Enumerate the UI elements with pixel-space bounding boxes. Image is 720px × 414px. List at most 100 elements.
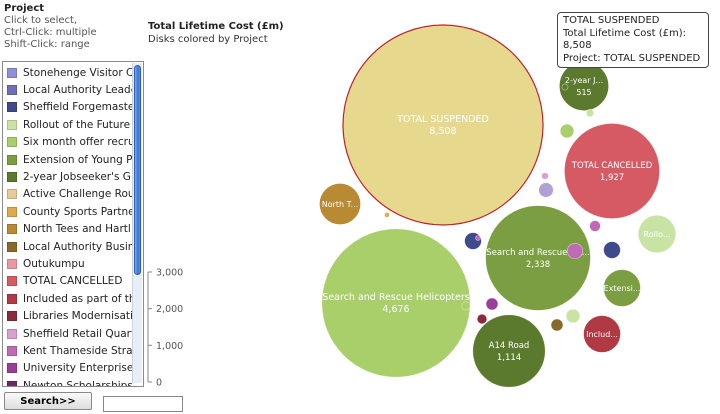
project-color-swatch — [7, 137, 17, 148]
project-list-item[interactable]: Included as part of th — [3, 290, 133, 307]
bubble[interactable] — [321, 228, 471, 378]
project-color-swatch — [7, 154, 17, 165]
project-color-swatch — [7, 380, 17, 386]
bubble[interactable] — [319, 183, 361, 225]
bubble[interactable] — [561, 83, 569, 91]
project-list-item-label: Sheffield Forgemaste — [23, 101, 133, 114]
bubble[interactable] — [464, 232, 482, 250]
tooltip-project: Project: TOTAL SUSPENDED — [563, 52, 701, 64]
project-color-swatch — [7, 241, 17, 252]
project-list-item-label: Six month offer recru — [23, 136, 133, 149]
bubble[interactable] — [603, 269, 641, 307]
project-list-item[interactable]: Sheffield Retail Quart — [3, 325, 133, 342]
bubble-value-label: 2,338 — [526, 260, 550, 270]
project-list-item[interactable]: Kent Thameside Strat — [3, 342, 133, 359]
bubble[interactable] — [603, 241, 621, 259]
project-list-item[interactable]: TOTAL CANCELLED — [3, 273, 133, 290]
project-color-swatch — [7, 258, 17, 269]
bubble-value-label: 1,927 — [600, 173, 624, 183]
tooltip-project-name: TOTAL SUSPENDED — [563, 15, 660, 26]
project-list-item[interactable]: 2-year Jobseeker's G — [3, 168, 133, 185]
search-input[interactable] — [103, 396, 183, 412]
project-list-item[interactable]: University Enterprise — [3, 360, 133, 377]
tooltip-cost: Total Lifetime Cost (£m): 8,508 — [563, 27, 687, 52]
bubble-value-label: 8,508 — [429, 126, 456, 137]
bubble[interactable] — [541, 172, 549, 180]
bubble[interactable] — [461, 301, 471, 311]
bubble[interactable] — [476, 313, 488, 325]
size-legend-title: Total Lifetime Cost (£m) — [148, 21, 284, 32]
project-list-item-label: 2-year Jobseeker's G — [23, 170, 131, 183]
project-list-item-label: County Sports Partne — [23, 205, 133, 218]
project-filter-header: Project Click to select, Ctrl-Click: mul… — [4, 3, 97, 51]
size-scale-tick-label: 0 — [156, 378, 162, 389]
project-list-item-label: Local Authority Leade — [23, 83, 133, 96]
bubble-label: Search and Rescue Helicopters — [322, 292, 469, 303]
project-list-item[interactable]: North Tees and Hartl — [3, 221, 133, 238]
bubble-label: North T... — [322, 200, 358, 209]
bubble[interactable] — [564, 123, 660, 219]
bubble[interactable] — [559, 123, 575, 139]
listbox-scrollbar[interactable] — [132, 63, 142, 383]
bubble[interactable] — [342, 24, 544, 226]
color-legend-subtitle: Disks colored by Project — [148, 34, 268, 45]
search-button[interactable]: Search>> — [4, 392, 92, 410]
size-scale-tick-label: 2,000 — [156, 304, 183, 315]
project-list-item-label: Kent Thameside Strat — [23, 344, 133, 357]
bubble[interactable] — [472, 314, 546, 388]
project-filter-hint-2: Ctrl-Click: multiple — [4, 27, 97, 38]
bubble[interactable] — [637, 214, 677, 254]
project-list-item[interactable]: Stonehenge Visitor C — [3, 64, 133, 81]
project-list-item-label: Local Authority Busin — [23, 240, 133, 253]
bubble[interactable] — [485, 297, 499, 311]
project-list-item[interactable]: County Sports Partne — [3, 203, 133, 220]
bubble-value-label: 1,114 — [497, 353, 521, 363]
project-list-item-label: Outukumpu — [23, 257, 85, 270]
bubble[interactable] — [589, 220, 601, 232]
bubble[interactable] — [475, 235, 481, 241]
project-list-item[interactable]: Local Authority Leade — [3, 81, 133, 98]
bubble[interactable] — [485, 205, 591, 311]
project-list-item[interactable]: Local Authority Busin — [3, 238, 133, 255]
bubble-label: 2-year J... — [565, 76, 603, 85]
project-list-item-label: North Tees and Hartl — [23, 223, 131, 236]
bubble[interactable] — [567, 243, 583, 259]
project-color-swatch — [7, 84, 17, 95]
bubble-label: TOTAL CANCELLED — [571, 161, 653, 171]
project-filter-title: Project — [4, 3, 45, 14]
bubble-tooltip: TOTAL SUSPENDED Total Lifetime Cost (£m)… — [557, 12, 709, 68]
project-color-swatch — [7, 363, 17, 374]
project-list-item[interactable]: Extension of Young P — [3, 151, 133, 168]
project-list-item-label: TOTAL CANCELLED — [23, 275, 123, 288]
project-listbox[interactable]: Stonehenge Visitor C Local Authority Lead… — [2, 61, 144, 387]
project-color-swatch — [7, 67, 17, 78]
bubble-value-label: 4,676 — [382, 304, 409, 315]
project-list-item[interactable]: Outukumpu — [3, 255, 133, 272]
project-list-item[interactable]: Newton Scholarships — [3, 377, 133, 386]
bubble-label: Extensi... — [604, 284, 641, 293]
bubble[interactable] — [538, 182, 554, 198]
project-color-swatch — [7, 119, 17, 130]
project-list-item[interactable]: Libraries Modernisati — [3, 308, 133, 325]
bubble[interactable] — [585, 108, 595, 118]
project-list-item[interactable]: Sheffield Forgemaste — [3, 99, 133, 116]
project-list-item[interactable]: Rollout of the Future — [3, 116, 133, 133]
project-list-item-label: University Enterprise — [23, 362, 133, 375]
project-color-swatch — [7, 171, 17, 182]
bubble[interactable] — [565, 308, 581, 324]
bubble-label: TOTAL SUSPENDED — [396, 114, 489, 125]
project-color-swatch — [7, 102, 17, 113]
bubble[interactable] — [384, 212, 390, 218]
project-color-swatch — [7, 224, 17, 235]
project-color-swatch — [7, 206, 17, 217]
bubble[interactable] — [583, 315, 621, 353]
project-list-item[interactable]: Active Challenge Rou — [3, 186, 133, 203]
listbox-scroll-thumb[interactable] — [134, 65, 141, 275]
project-list-item-label: Active Challenge Rou — [23, 188, 133, 201]
project-color-swatch — [7, 276, 17, 287]
project-list-item[interactable]: Six month offer recru — [3, 134, 133, 151]
bubble-label: Search and Rescue He... — [486, 248, 590, 258]
bubble-value-label: 515 — [576, 88, 591, 97]
bubble[interactable] — [550, 318, 564, 332]
